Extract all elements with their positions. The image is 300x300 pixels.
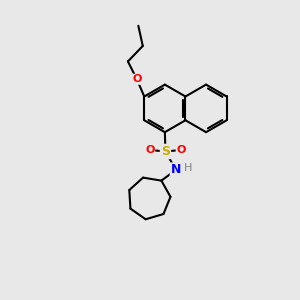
Text: N: N xyxy=(171,164,181,176)
Text: O: O xyxy=(145,145,155,155)
Text: O: O xyxy=(132,74,142,84)
Text: S: S xyxy=(161,145,170,158)
Text: H: H xyxy=(184,164,193,173)
Text: O: O xyxy=(176,145,186,155)
